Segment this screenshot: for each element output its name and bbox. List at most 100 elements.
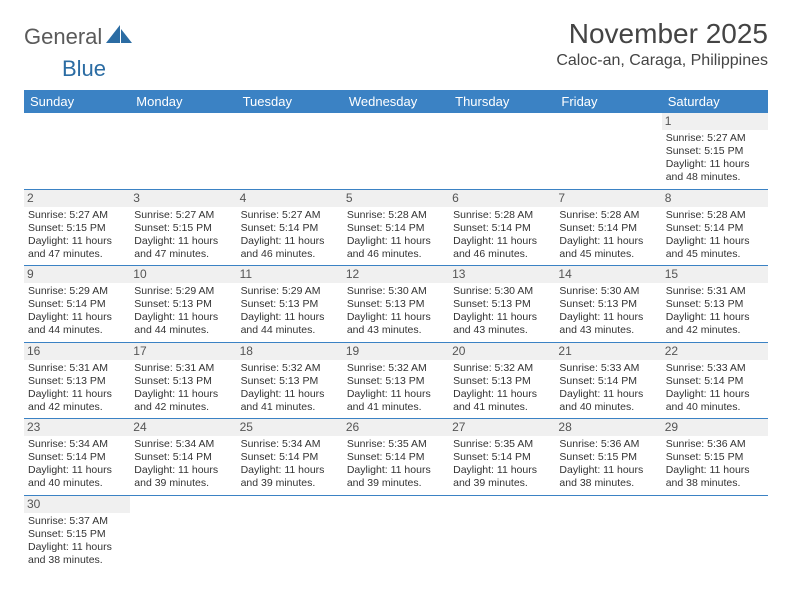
daylight-text: Daylight: 11 hours and 43 minutes. (347, 311, 445, 337)
sunrise-text: Sunrise: 5:31 AM (28, 362, 126, 375)
day-number: 10 (130, 266, 236, 283)
day-number: 7 (555, 190, 661, 207)
sunrise-text: Sunrise: 5:28 AM (559, 209, 657, 222)
sunrise-text: Sunrise: 5:34 AM (241, 438, 339, 451)
sunrise-text: Sunrise: 5:27 AM (241, 209, 339, 222)
week-row: 1Sunrise: 5:27 AMSunset: 5:15 PMDaylight… (24, 113, 768, 190)
daylight-text: Daylight: 11 hours and 41 minutes. (241, 388, 339, 414)
day-cell: 11Sunrise: 5:29 AMSunset: 5:13 PMDayligh… (237, 266, 343, 342)
sunrise-text: Sunrise: 5:37 AM (28, 515, 126, 528)
sunset-text: Sunset: 5:13 PM (347, 375, 445, 388)
day-cell: 14Sunrise: 5:30 AMSunset: 5:13 PMDayligh… (555, 266, 661, 342)
daylight-text: Daylight: 11 hours and 42 minutes. (28, 388, 126, 414)
sunrise-text: Sunrise: 5:29 AM (241, 285, 339, 298)
sunset-text: Sunset: 5:14 PM (453, 451, 551, 464)
day-number: 5 (343, 190, 449, 207)
day-cell: 23Sunrise: 5:34 AMSunset: 5:14 PMDayligh… (24, 419, 130, 495)
sunrise-text: Sunrise: 5:32 AM (453, 362, 551, 375)
day-cell: 30Sunrise: 5:37 AMSunset: 5:15 PMDayligh… (24, 496, 130, 572)
sunset-text: Sunset: 5:14 PM (241, 451, 339, 464)
calendar: Sunday Monday Tuesday Wednesday Thursday… (24, 90, 768, 571)
daylight-text: Daylight: 11 hours and 39 minutes. (134, 464, 232, 490)
day-cell: 8Sunrise: 5:28 AMSunset: 5:14 PMDaylight… (662, 190, 768, 266)
sunset-text: Sunset: 5:15 PM (666, 145, 764, 158)
sunset-text: Sunset: 5:13 PM (453, 298, 551, 311)
daylight-text: Daylight: 11 hours and 47 minutes. (28, 235, 126, 261)
sunset-text: Sunset: 5:15 PM (28, 528, 126, 541)
day-cell (343, 496, 449, 572)
logo-sail-icon (106, 25, 132, 45)
day-cell: 1Sunrise: 5:27 AMSunset: 5:15 PMDaylight… (662, 113, 768, 189)
month-title: November 2025 (556, 18, 768, 50)
sunset-text: Sunset: 5:13 PM (134, 375, 232, 388)
daylight-text: Daylight: 11 hours and 48 minutes. (666, 158, 764, 184)
sunset-text: Sunset: 5:15 PM (28, 222, 126, 235)
sunset-text: Sunset: 5:13 PM (134, 298, 232, 311)
day-number: 30 (24, 496, 130, 513)
daylight-text: Daylight: 11 hours and 43 minutes. (453, 311, 551, 337)
day-number: 12 (343, 266, 449, 283)
sunset-text: Sunset: 5:13 PM (241, 298, 339, 311)
week-row: 2Sunrise: 5:27 AMSunset: 5:15 PMDaylight… (24, 190, 768, 267)
sunrise-text: Sunrise: 5:29 AM (28, 285, 126, 298)
daylight-text: Daylight: 11 hours and 46 minutes. (347, 235, 445, 261)
day-number: 22 (662, 343, 768, 360)
daylight-text: Daylight: 11 hours and 39 minutes. (347, 464, 445, 490)
sunrise-text: Sunrise: 5:36 AM (666, 438, 764, 451)
day-cell (130, 496, 236, 572)
sunset-text: Sunset: 5:13 PM (453, 375, 551, 388)
day-cell: 18Sunrise: 5:32 AMSunset: 5:13 PMDayligh… (237, 343, 343, 419)
sunrise-text: Sunrise: 5:34 AM (28, 438, 126, 451)
day-cell (449, 113, 555, 189)
sunset-text: Sunset: 5:14 PM (666, 375, 764, 388)
week-row: 30Sunrise: 5:37 AMSunset: 5:15 PMDayligh… (24, 496, 768, 572)
day-number: 4 (237, 190, 343, 207)
daylight-text: Daylight: 11 hours and 43 minutes. (559, 311, 657, 337)
day-number: 15 (662, 266, 768, 283)
sunset-text: Sunset: 5:14 PM (347, 222, 445, 235)
sunrise-text: Sunrise: 5:35 AM (453, 438, 551, 451)
week-row: 16Sunrise: 5:31 AMSunset: 5:13 PMDayligh… (24, 343, 768, 420)
sunset-text: Sunset: 5:13 PM (666, 298, 764, 311)
day-cell: 20 Sunrise: 5:32 AMSunset: 5:13 PMDayligh… (449, 343, 555, 419)
title-block: November 2025 Caloc-an, Caraga, Philippi… (556, 18, 768, 70)
day-number: 14 (555, 266, 661, 283)
weekday-tue: Tuesday (237, 90, 343, 113)
day-cell: 21Sunrise: 5:33 AMSunset: 5:14 PMDayligh… (555, 343, 661, 419)
day-number: 19 (343, 343, 449, 360)
day-cell: 3Sunrise: 5:27 AMSunset: 5:15 PMDaylight… (130, 190, 236, 266)
day-cell: 28Sunrise: 5:36 AMSunset: 5:15 PMDayligh… (555, 419, 661, 495)
day-number: 9 (24, 266, 130, 283)
day-cell: 29Sunrise: 5:36 AMSunset: 5:15 PMDayligh… (662, 419, 768, 495)
day-cell (343, 113, 449, 189)
day-number: 27 (449, 419, 555, 436)
sunset-text: Sunset: 5:14 PM (134, 451, 232, 464)
day-number: 8 (662, 190, 768, 207)
sunrise-text: Sunrise: 5:33 AM (666, 362, 764, 375)
day-number: 20 (449, 343, 555, 360)
day-cell: 22Sunrise: 5:33 AMSunset: 5:14 PMDayligh… (662, 343, 768, 419)
day-cell (130, 113, 236, 189)
sunset-text: Sunset: 5:15 PM (134, 222, 232, 235)
day-number: 24 (130, 419, 236, 436)
day-cell (24, 113, 130, 189)
day-cell: 27Sunrise: 5:35 AMSunset: 5:14 PMDayligh… (449, 419, 555, 495)
daylight-text: Daylight: 11 hours and 40 minutes. (28, 464, 126, 490)
day-cell (449, 496, 555, 572)
sunset-text: Sunset: 5:14 PM (453, 222, 551, 235)
day-number: 17 (130, 343, 236, 360)
sunrise-text: Sunrise: 5:30 AM (453, 285, 551, 298)
day-number: 21 (555, 343, 661, 360)
day-cell: 4Sunrise: 5:27 AMSunset: 5:14 PMDaylight… (237, 190, 343, 266)
daylight-text: Daylight: 11 hours and 44 minutes. (134, 311, 232, 337)
sunset-text: Sunset: 5:14 PM (28, 451, 126, 464)
sunset-text: Sunset: 5:14 PM (666, 222, 764, 235)
sunrise-text: Sunrise: 5:35 AM (347, 438, 445, 451)
daylight-text: Daylight: 11 hours and 39 minutes. (241, 464, 339, 490)
daylight-text: Daylight: 11 hours and 41 minutes. (453, 388, 551, 414)
sunset-text: Sunset: 5:13 PM (28, 375, 126, 388)
day-number: 29 (662, 419, 768, 436)
day-number: 6 (449, 190, 555, 207)
day-cell (237, 496, 343, 572)
day-cell: 25Sunrise: 5:34 AMSunset: 5:14 PMDayligh… (237, 419, 343, 495)
